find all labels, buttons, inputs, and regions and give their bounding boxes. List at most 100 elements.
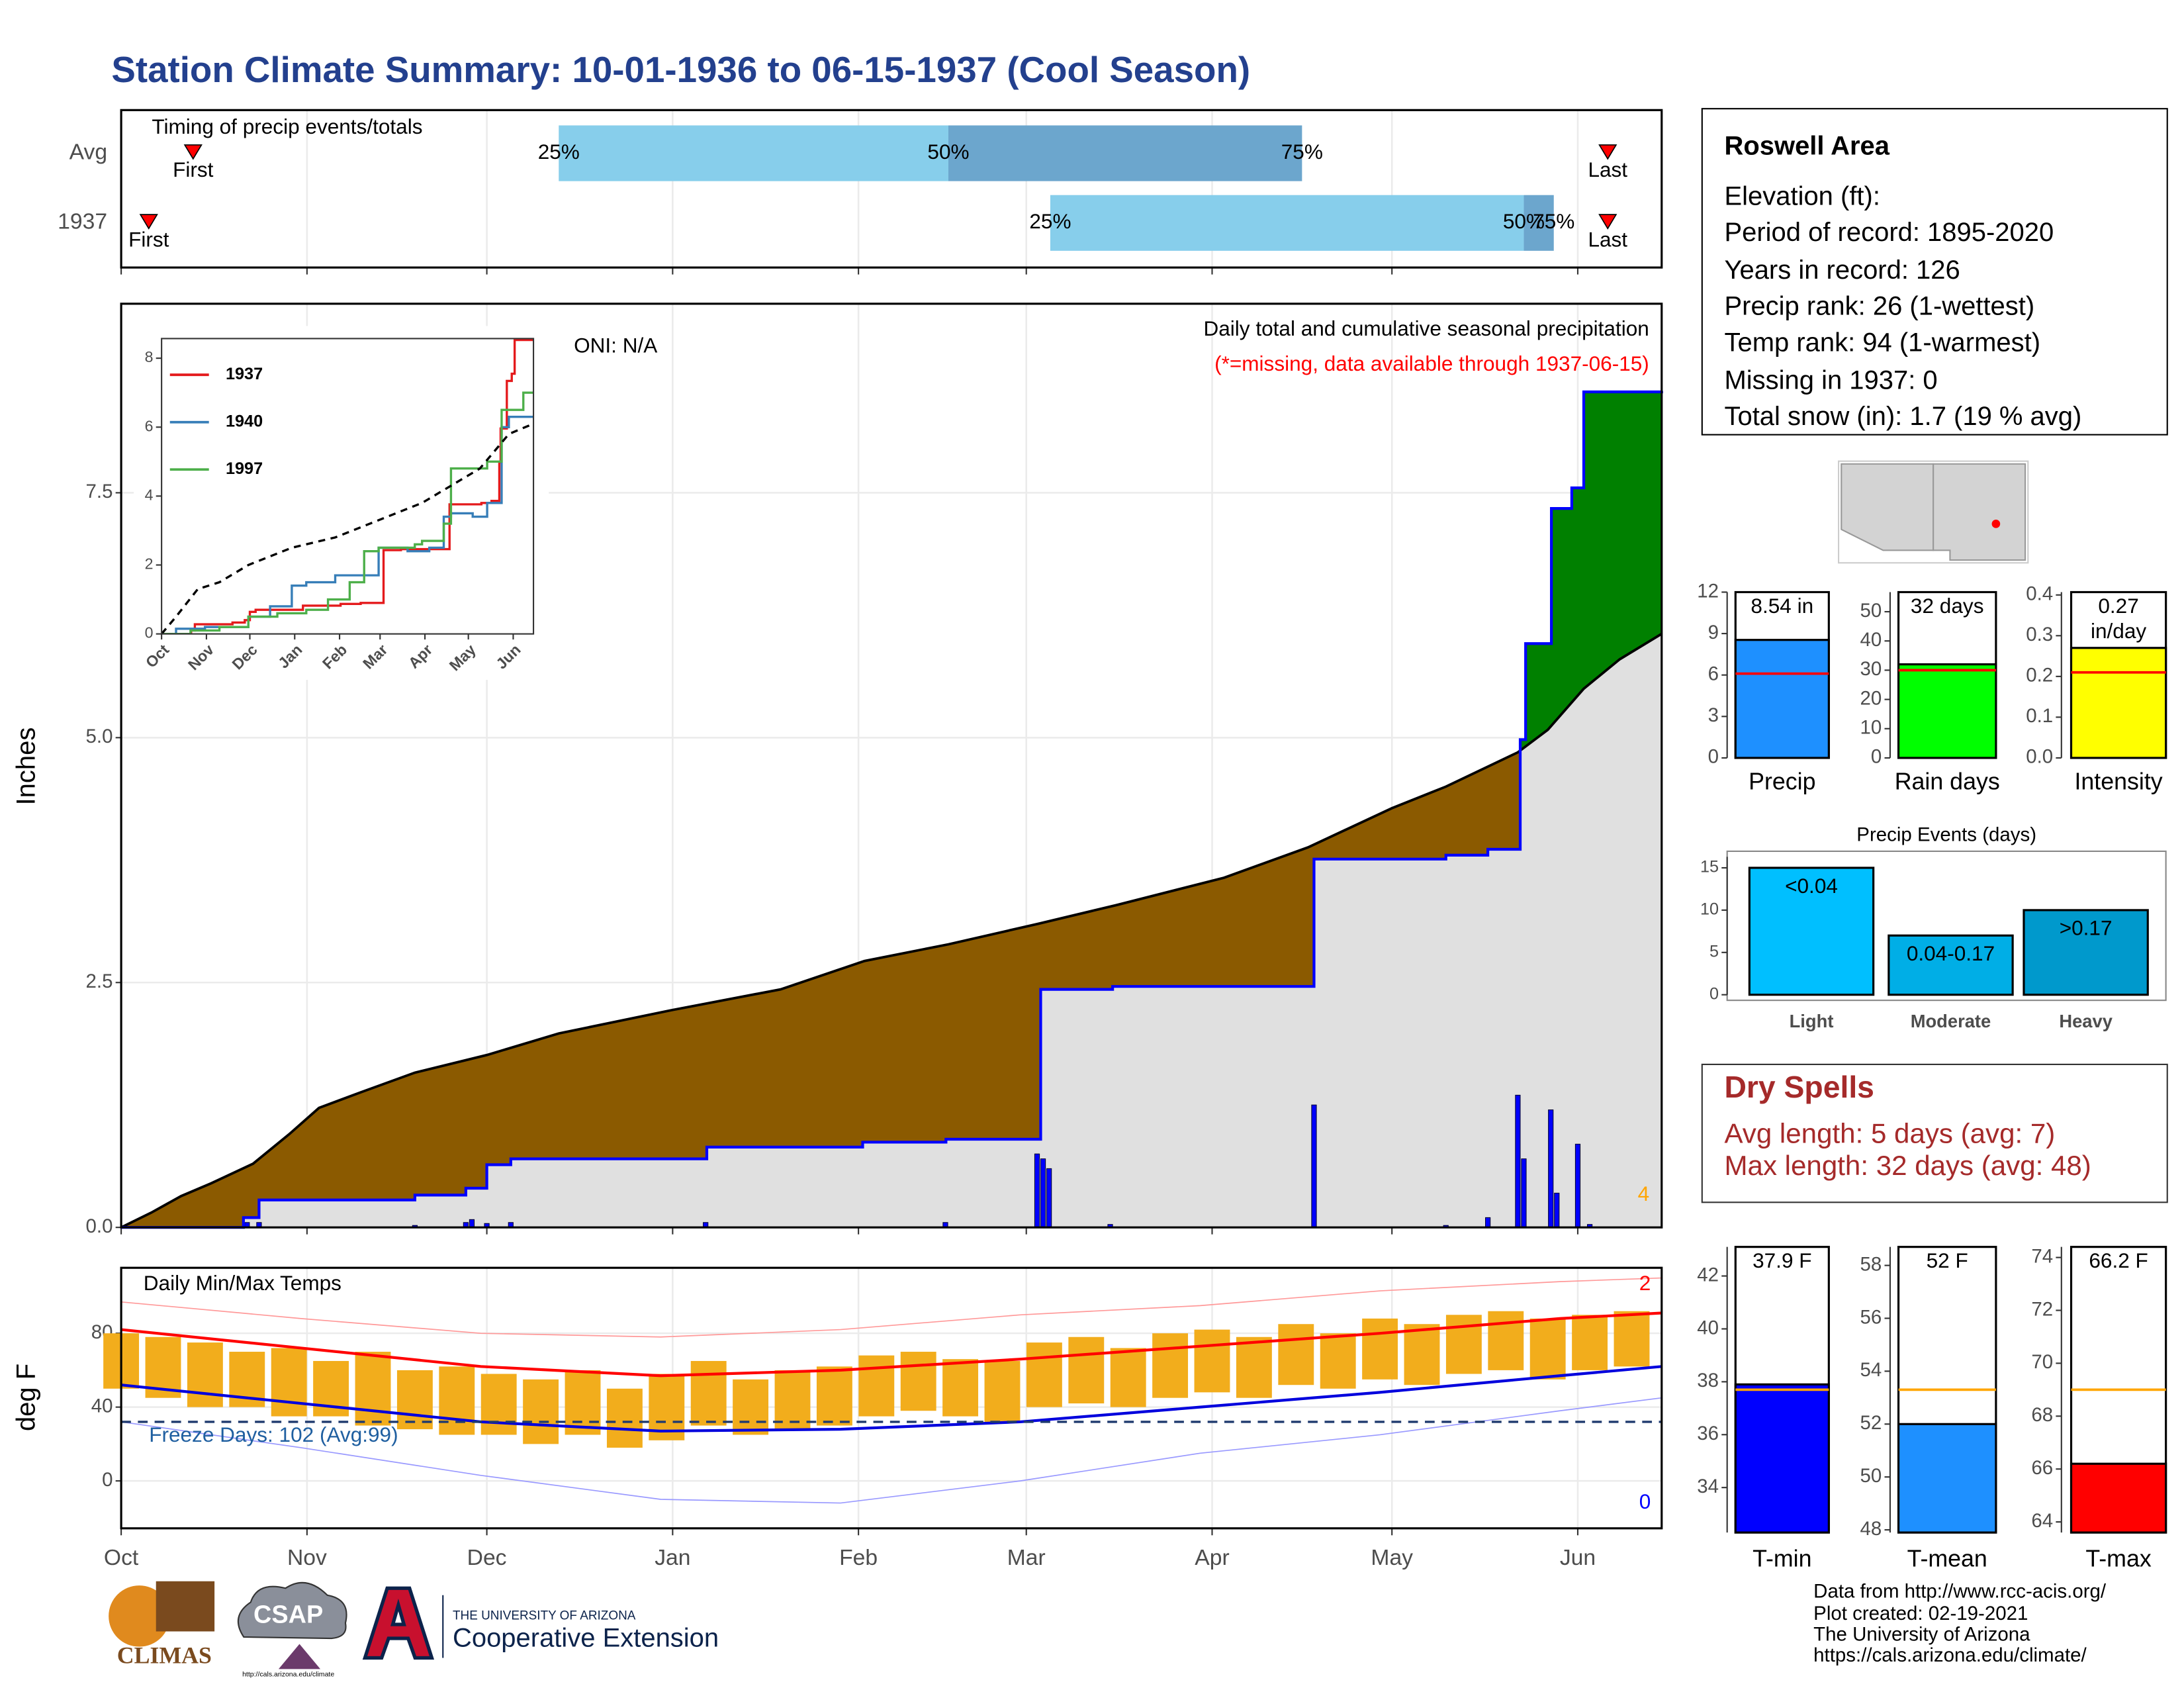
- daily-temp-range: [606, 1388, 643, 1448]
- credit-line: Plot created: 02-19-2021: [1813, 1603, 2028, 1624]
- daily-precip-bar: [1485, 1217, 1491, 1228]
- y-tick-label: 40: [1860, 629, 1882, 651]
- y-tick-label: 0: [1708, 746, 1719, 768]
- locator-map: [1838, 460, 2029, 564]
- note: (*=missing, data available through 1937-…: [1214, 352, 1649, 375]
- plot-frame: [120, 109, 1663, 269]
- daily-temp-range: [355, 1352, 391, 1426]
- daily-temp-range: [774, 1370, 811, 1430]
- info-line: Years in record: 126: [1724, 256, 1960, 285]
- daily-temp-range: [816, 1366, 852, 1426]
- value-label-box: 8.54 in: [1751, 594, 1814, 619]
- dry-title: Dry Spells: [1724, 1070, 1874, 1104]
- daily-temp-range: [942, 1359, 979, 1417]
- ua-name: THE UNIVERSITY OF ARIZONA: [453, 1609, 636, 1622]
- high-count: 2: [1639, 1271, 1651, 1295]
- value-label: 8.54 in: [1751, 594, 1814, 619]
- y-tick-label: 5.0: [86, 726, 113, 747]
- y-tick-label: 5: [1709, 942, 1719, 961]
- daily-precip-bar: [1574, 1143, 1581, 1228]
- x-tick-label: Feb: [839, 1546, 878, 1570]
- info-line: Period of record: 1895-2020: [1724, 218, 2054, 247]
- y-tick-label: 30: [1860, 658, 1882, 680]
- timing-marker: [183, 144, 203, 160]
- y-tick-label: 72: [2031, 1298, 2053, 1320]
- y-tick-label: 52: [1860, 1412, 1882, 1434]
- daily-precip-bar: [1515, 1094, 1521, 1228]
- plot-frame: [120, 1266, 1663, 1530]
- daily-temp-range: [480, 1374, 517, 1435]
- category-label: T-max: [2085, 1546, 2151, 1572]
- y-tick-label: 12: [1697, 580, 1719, 602]
- info-line: Total snow (in): 1.7 (19 % avg): [1724, 402, 2081, 431]
- station-title: Roswell Area: [1724, 132, 1889, 161]
- value-label: 32 days: [1910, 594, 1984, 619]
- daily-temp-range: [690, 1360, 727, 1426]
- quantile-label: 75%: [1281, 140, 1323, 164]
- daily-temp-range: [1404, 1324, 1440, 1385]
- daily-precip-bar: [1040, 1158, 1046, 1228]
- obs-cumulative-line: [121, 390, 1663, 1229]
- value-label: 37.9 F: [1752, 1249, 1812, 1274]
- daily-precip-bar: [1554, 1192, 1560, 1228]
- daily-temp-range: [1362, 1318, 1398, 1380]
- bar: [2070, 647, 2167, 759]
- daily-temp-range: [1320, 1333, 1356, 1389]
- y-tick-label: 2: [145, 555, 154, 573]
- legend-label: 1997: [226, 459, 263, 478]
- y-tick-label: 70: [2031, 1351, 2053, 1373]
- x-tick-label: Jun: [1560, 1546, 1596, 1570]
- info-box: [1701, 108, 2168, 436]
- info-line: Elevation (ft):: [1724, 181, 1880, 211]
- daily-temp-range: [1529, 1318, 1566, 1380]
- y-tick-label: 10: [1860, 717, 1882, 739]
- quantile-label: 25%: [1029, 209, 1071, 233]
- quantile-label: 50%: [927, 140, 969, 164]
- daily-temp-range: [523, 1379, 559, 1444]
- timing-marker-label: First: [173, 158, 214, 181]
- daily-temp-range: [984, 1360, 1021, 1422]
- y-tick-label: 4: [145, 486, 154, 503]
- y-tick-label: 58: [1860, 1253, 1882, 1275]
- bar: [1897, 1423, 1997, 1534]
- daily-precip-bar: [1311, 1104, 1317, 1228]
- plot-frame: [120, 303, 1663, 1229]
- value-label: 0.27 in/day: [2090, 594, 2147, 644]
- bar: [1897, 663, 1997, 759]
- daily-precip-bar: [1046, 1168, 1052, 1228]
- value-label-box: 32 days: [1910, 594, 1984, 619]
- value-label: 52 F: [1926, 1249, 1968, 1274]
- y-axis-label: deg F: [12, 1364, 41, 1431]
- x-tick-label: Jan: [655, 1546, 690, 1570]
- value-label: 0.04-0.17: [1907, 941, 1995, 965]
- dry-line: Avg length: 5 days (avg: 7): [1724, 1117, 2055, 1149]
- freeze-label: Freeze Days: 102 (Avg:99): [149, 1423, 398, 1446]
- y-tick-label: 0: [145, 624, 154, 641]
- avg-cumulative-line: [120, 632, 1662, 1229]
- y-tick-label: 0.0: [86, 1215, 113, 1237]
- row-label: 1937: [58, 210, 107, 234]
- page-title: Station Climate Summary: 10-01-1936 to 0…: [111, 49, 1250, 90]
- quantile-bar: [559, 125, 948, 181]
- inset-line: [161, 391, 534, 634]
- timing-marker: [1598, 144, 1617, 160]
- subtitle: Daily total and cumulative seasonal prec…: [1203, 316, 1649, 340]
- csap-logo: CSAP: [253, 1601, 323, 1628]
- y-tick-label: 64: [2031, 1510, 2053, 1532]
- inset-plot-bg: [161, 338, 534, 634]
- x-tick-label: Mar: [1007, 1546, 1046, 1570]
- y-tick-label: 0: [1871, 746, 1882, 768]
- bar: [2070, 1462, 2167, 1534]
- bar: [1888, 934, 2014, 996]
- y-tick-label: 74: [2031, 1245, 2053, 1267]
- y-tick-label: 7.5: [86, 481, 113, 502]
- daily-temp-range: [1110, 1348, 1146, 1407]
- y-tick-label: 0.4: [2026, 583, 2053, 605]
- daily-temp-range: [1488, 1311, 1524, 1370]
- category-label: Intensity: [2074, 768, 2162, 794]
- daily-temp-range: [858, 1355, 895, 1417]
- daily-temp-range: [733, 1379, 769, 1435]
- daily-temp-range: [271, 1348, 307, 1417]
- x-tick-label: May: [1371, 1546, 1413, 1570]
- daily-temp-range: [1026, 1342, 1062, 1407]
